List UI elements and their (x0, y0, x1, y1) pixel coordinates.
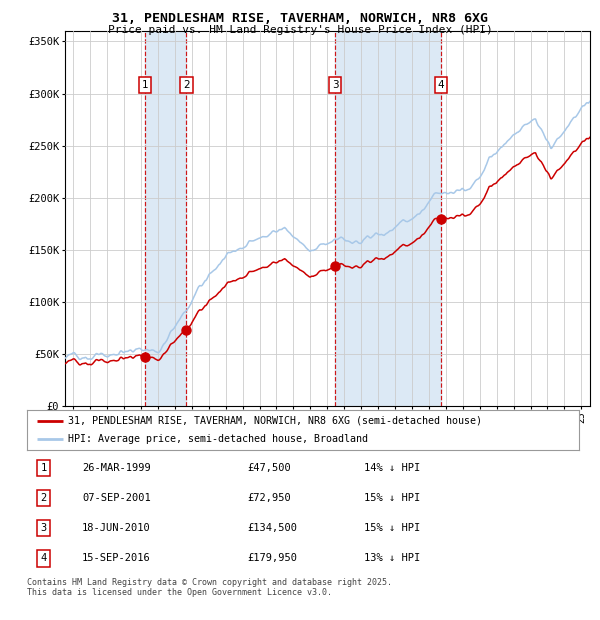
Text: 15% ↓ HPI: 15% ↓ HPI (364, 523, 420, 533)
Text: 3: 3 (40, 523, 47, 533)
Text: 14% ↓ HPI: 14% ↓ HPI (364, 463, 420, 472)
Text: 13% ↓ HPI: 13% ↓ HPI (364, 554, 420, 564)
Text: Contains HM Land Registry data © Crown copyright and database right 2025.
This d: Contains HM Land Registry data © Crown c… (27, 578, 392, 597)
Text: £134,500: £134,500 (248, 523, 298, 533)
Text: 15-SEP-2016: 15-SEP-2016 (82, 554, 151, 564)
Bar (145, 31, 187, 406)
Text: 1: 1 (142, 81, 148, 91)
Text: 31, PENDLESHAM RISE, TAVERHAM, NORWICH, NR8 6XG (semi-detached house): 31, PENDLESHAM RISE, TAVERHAM, NORWICH, … (68, 415, 482, 426)
Text: 31, PENDLESHAM RISE, TAVERHAM, NORWICH, NR8 6XG: 31, PENDLESHAM RISE, TAVERHAM, NORWICH, … (112, 12, 488, 25)
Text: 07-SEP-2001: 07-SEP-2001 (82, 493, 151, 503)
Text: 3: 3 (332, 81, 338, 91)
Text: £47,500: £47,500 (248, 463, 292, 472)
Text: 4: 4 (437, 81, 444, 91)
Text: 15% ↓ HPI: 15% ↓ HPI (364, 493, 420, 503)
Text: £72,950: £72,950 (248, 493, 292, 503)
Text: 2: 2 (183, 81, 190, 91)
Text: 1: 1 (40, 463, 47, 472)
Text: Price paid vs. HM Land Registry's House Price Index (HPI): Price paid vs. HM Land Registry's House … (107, 25, 493, 35)
Text: 4: 4 (40, 554, 47, 564)
Bar (335, 31, 441, 406)
Text: 2: 2 (40, 493, 47, 503)
Text: 26-MAR-1999: 26-MAR-1999 (82, 463, 151, 472)
Text: £179,950: £179,950 (248, 554, 298, 564)
Text: 18-JUN-2010: 18-JUN-2010 (82, 523, 151, 533)
Text: HPI: Average price, semi-detached house, Broadland: HPI: Average price, semi-detached house,… (68, 434, 368, 445)
